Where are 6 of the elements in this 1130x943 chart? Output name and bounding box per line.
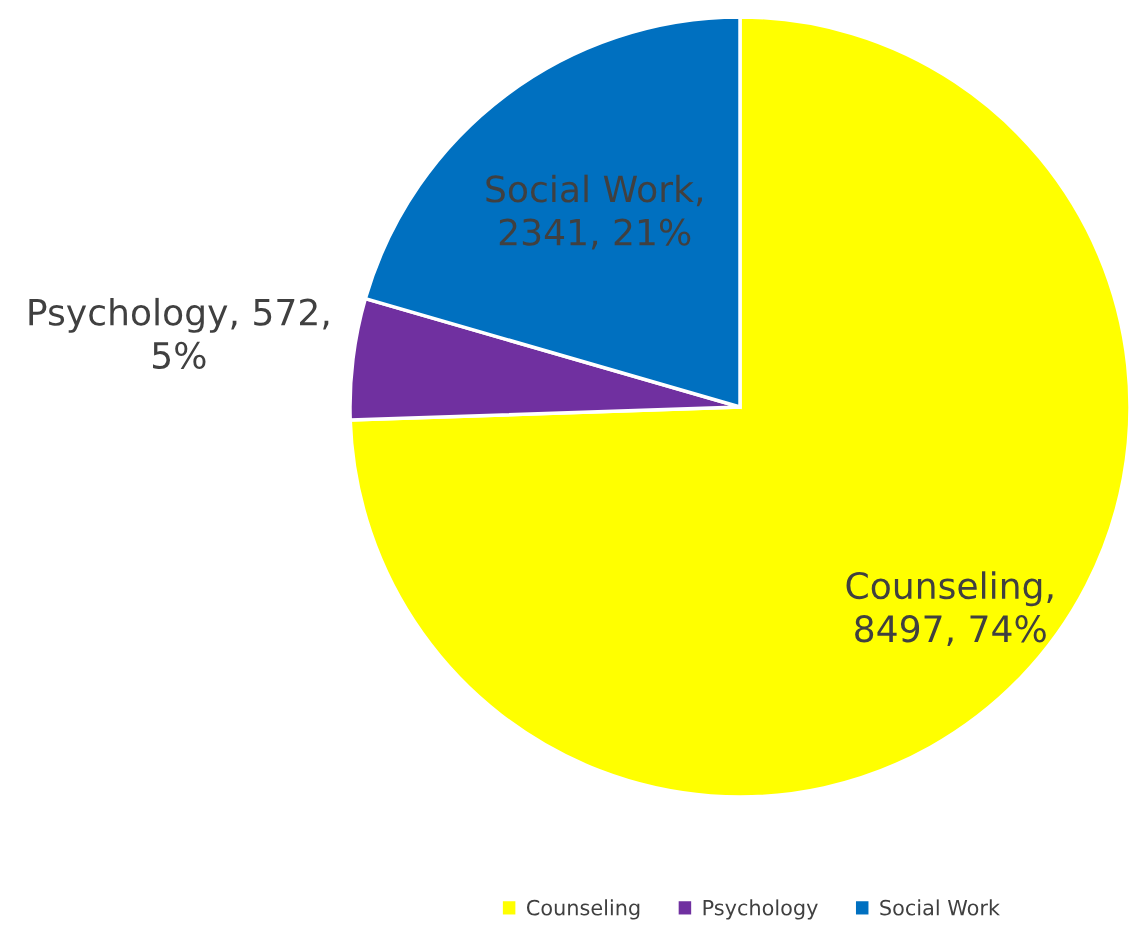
legend-label: Counseling <box>526 899 640 920</box>
data-label: Social Work, 2341, 21% <box>486 174 702 250</box>
legend-label: Social Work <box>880 899 1000 916</box>
data-label: Psychology, 572, 5% <box>29 297 329 370</box>
data-label: Counseling, 8497, 74% <box>846 571 1053 647</box>
legend-label: Psychology <box>703 899 818 920</box>
